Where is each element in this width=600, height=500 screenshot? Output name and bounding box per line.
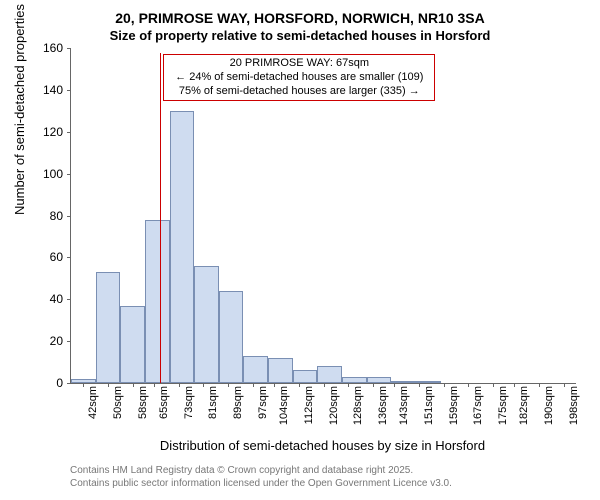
property-marker-line	[160, 53, 161, 383]
x-tick-label: 89sqm	[232, 386, 244, 446]
footer-attribution: Contains HM Land Registry data © Crown c…	[70, 464, 452, 490]
x-tick-label: 159sqm	[448, 386, 460, 446]
x-tick-label: 97sqm	[257, 386, 269, 446]
histogram-bar	[120, 306, 145, 383]
annotation-line-2: ← 24% of semi-detached houses are smalle…	[168, 71, 430, 85]
x-tick-label: 143sqm	[398, 386, 410, 446]
x-tick-label: 167sqm	[472, 386, 484, 446]
x-tick-mark	[539, 383, 540, 387]
x-tick-mark	[228, 383, 229, 387]
x-tick-label: 190sqm	[543, 386, 555, 446]
x-tick-mark	[514, 383, 515, 387]
x-tick-mark	[394, 383, 395, 387]
x-tick-label: 65sqm	[158, 386, 170, 446]
plot-area: 20 PRIMROSE WAY: 67sqm ← 24% of semi-det…	[70, 48, 576, 384]
y-tick-mark	[67, 299, 71, 300]
footer-line-2: Contains public sector information licen…	[70, 477, 452, 490]
y-tick-mark	[67, 132, 71, 133]
x-tick-label: 42sqm	[87, 386, 99, 446]
chart-container: 20, PRIMROSE WAY, HORSFORD, NORWICH, NR1…	[0, 0, 600, 500]
x-tick-label: 112sqm	[303, 386, 315, 446]
y-tick-mark	[67, 383, 71, 384]
y-tick-label: 100	[33, 167, 63, 181]
y-tick-mark	[67, 90, 71, 91]
x-tick-mark	[253, 383, 254, 387]
x-tick-label: 50sqm	[112, 386, 124, 446]
x-tick-mark	[133, 383, 134, 387]
histogram-bar	[317, 366, 342, 383]
x-tick-label: 175sqm	[497, 386, 509, 446]
x-tick-mark	[373, 383, 374, 387]
x-tick-mark	[203, 383, 204, 387]
y-tick-mark	[67, 341, 71, 342]
annotation-box: 20 PRIMROSE WAY: 67sqm ← 24% of semi-det…	[163, 54, 435, 101]
histogram-bar	[170, 111, 195, 383]
annotation-line-3: 75% of semi-detached houses are larger (…	[168, 85, 430, 99]
y-tick-label: 20	[33, 334, 63, 348]
x-tick-mark	[299, 383, 300, 387]
footer-line-1: Contains HM Land Registry data © Crown c…	[70, 464, 452, 477]
x-tick-mark	[444, 383, 445, 387]
y-tick-label: 140	[33, 83, 63, 97]
x-tick-mark	[274, 383, 275, 387]
histogram-bar	[367, 377, 392, 383]
x-tick-label: 120sqm	[328, 386, 340, 446]
y-tick-label: 160	[33, 41, 63, 55]
y-axis-label: Number of semi-detached properties	[12, 4, 27, 215]
y-tick-mark	[67, 48, 71, 49]
x-axis-label: Distribution of semi-detached houses by …	[70, 438, 575, 453]
x-tick-mark	[468, 383, 469, 387]
y-tick-label: 40	[33, 292, 63, 306]
x-tick-label: 128sqm	[352, 386, 364, 446]
histogram-bar	[96, 272, 121, 383]
x-tick-label: 104sqm	[278, 386, 290, 446]
x-tick-mark	[83, 383, 84, 387]
chart-title-main: 20, PRIMROSE WAY, HORSFORD, NORWICH, NR1…	[0, 10, 600, 26]
histogram-bar	[268, 358, 293, 383]
x-tick-mark	[154, 383, 155, 387]
y-tick-label: 60	[33, 250, 63, 264]
histogram-bar	[342, 377, 367, 383]
y-tick-label: 0	[33, 376, 63, 390]
y-tick-label: 120	[33, 125, 63, 139]
x-tick-label: 198sqm	[568, 386, 580, 446]
x-tick-mark	[324, 383, 325, 387]
histogram-bar	[194, 266, 219, 383]
x-tick-label: 73sqm	[183, 386, 195, 446]
chart-title-sub: Size of property relative to semi-detach…	[0, 28, 600, 43]
x-tick-mark	[493, 383, 494, 387]
x-tick-mark	[348, 383, 349, 387]
x-tick-label: 58sqm	[137, 386, 149, 446]
x-tick-label: 81sqm	[207, 386, 219, 446]
x-tick-mark	[419, 383, 420, 387]
y-tick-mark	[67, 216, 71, 217]
histogram-bar	[243, 356, 268, 383]
y-tick-mark	[67, 257, 71, 258]
annotation-line-1: 20 PRIMROSE WAY: 67sqm	[168, 57, 430, 71]
x-tick-label: 182sqm	[518, 386, 530, 446]
x-tick-mark	[108, 383, 109, 387]
x-tick-mark	[179, 383, 180, 387]
x-tick-label: 151sqm	[423, 386, 435, 446]
y-tick-label: 80	[33, 209, 63, 223]
y-tick-mark	[67, 174, 71, 175]
histogram-bar	[219, 291, 244, 383]
histogram-bar	[145, 220, 170, 383]
x-tick-mark	[564, 383, 565, 387]
histogram-bar	[293, 370, 318, 383]
x-tick-label: 136sqm	[377, 386, 389, 446]
